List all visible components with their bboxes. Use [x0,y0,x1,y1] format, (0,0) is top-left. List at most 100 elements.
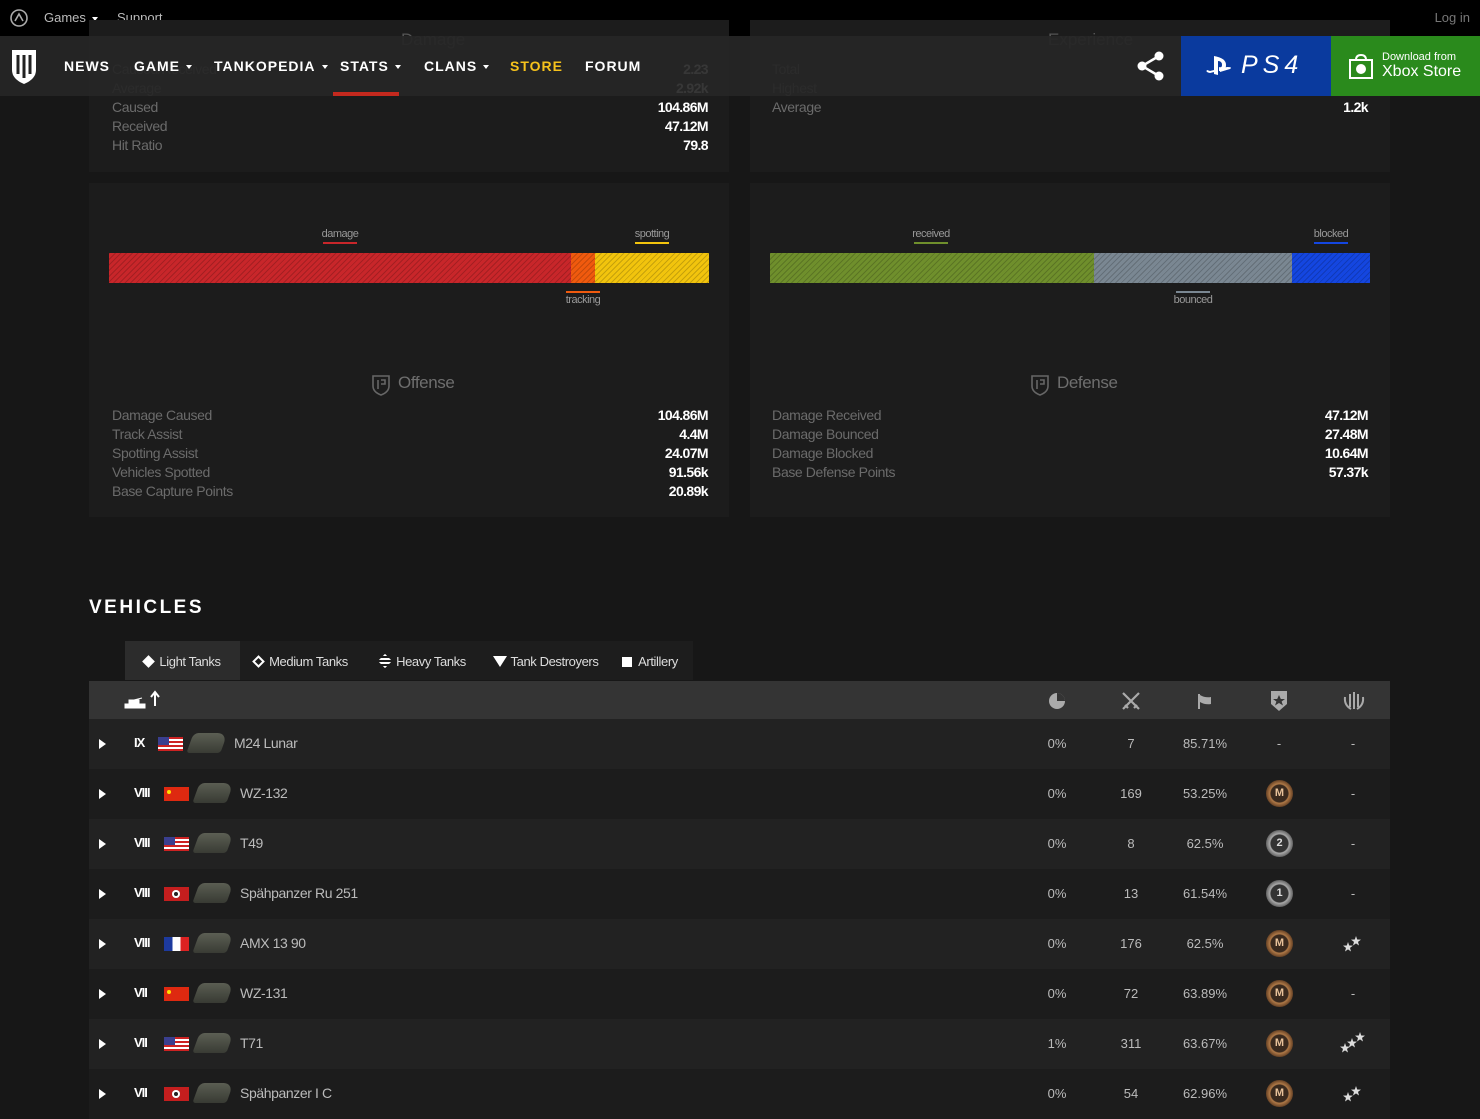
path [1200,695,1211,705]
cell: 13 [1123,886,1139,901]
cell: 176 [1120,936,1142,951]
tank-image [192,983,234,1003]
items[interactable]: TANKOPEDIA [214,58,328,74]
vehicle-row[interactable]: VII Spähpanzer I C 0% 54 62.96% M [89,1069,1390,1119]
cell: - [1350,986,1356,1001]
path [1206,56,1231,75]
tank-image [186,733,228,753]
expand-arrow[interactable] [99,839,106,849]
expand-arrow[interactable] [99,789,106,799]
tank-image [192,1083,234,1103]
stat-value: 24.07M [664,445,709,461]
vehicle-row[interactable]: IX M24 Lunar 0% 7 85.71% - - [89,719,1390,769]
tier-sort[interactable] [123,690,163,710]
login[interactable]: Log in [1434,10,1470,25]
tank-image [192,933,234,953]
stat-label: Hit Ratio [112,137,163,153]
expand-arrow[interactable] [99,989,106,999]
span [252,655,265,668]
tab[interactable]: Tank Destroyers [484,641,607,680]
marks-icon [1343,1086,1361,1102]
expand-arrow[interactable] [99,739,106,749]
expand-arrow[interactable] [99,939,106,949]
vehicle-row[interactable]: VIII Spähpanzer Ru 251 0% 13 61.54% 1 - [89,869,1390,919]
stat-value: 79.8 [683,137,708,153]
tabs: Tank Destroyers [510,654,599,669]
mastery-badge: M [1266,930,1293,957]
damage: damage [321,228,359,240]
star [1347,1038,1357,1048]
cell: 7 [1127,736,1135,751]
col-icon [1198,694,1211,709]
received-bar [770,253,1094,283]
vehicle-row[interactable]: VIII T49 0% 8 62.5% 2 - [89,819,1390,869]
vehicle-name: T49 [240,835,263,851]
tab[interactable]: Medium Tanks [240,641,362,680]
items[interactable]: CLANS [424,58,489,74]
cell: 0% [1047,1086,1067,1101]
col-icon [1271,691,1287,711]
cell: 63.89% [1182,986,1228,1001]
path [124,697,146,709]
vehicle-name: Spähpanzer Ru 251 [240,885,358,901]
circle [1356,64,1366,74]
stat-label: Track Assist [112,426,183,442]
stat-label: Base Capture Points [112,483,233,499]
vehicle-row[interactable]: VII T71 1% 311 63.67% M [89,1019,1390,1069]
expand-arrow[interactable] [99,1039,106,1049]
stat-value: 27.48M [1324,426,1369,442]
cell: 0% [1047,886,1067,901]
cell: 169 [1120,786,1142,801]
star [1355,1032,1365,1042]
nav-bar: NEWS GAME TANKOPEDIA STATS CLANS STORE F… [0,36,1480,96]
tabs: Medium Tanks [269,654,348,669]
vehicle-row[interactable]: VII WZ-131 0% 72 63.89% M - [89,969,1390,1019]
site-logo[interactable] [9,46,39,86]
span [622,657,633,667]
items[interactable]: STATS [340,58,401,74]
items[interactable]: GAME [134,58,192,74]
blocked-marker [1314,242,1348,244]
cell: 0% [1047,786,1067,801]
xbox-button[interactable]: Download from Xbox Store [1331,36,1480,96]
rect [1349,59,1373,79]
vehicle-name: WZ-131 [240,985,288,1001]
table-header [89,681,1390,719]
tab[interactable]: Artillery [607,641,693,680]
items[interactable]: NEWS [64,58,110,74]
items[interactable]: FORUM [585,58,642,74]
blocked-bar [1292,253,1370,283]
flag [164,787,189,801]
path [1031,375,1049,396]
flag [164,887,189,901]
damage-bar [109,253,571,283]
ps-icon [1206,56,1231,75]
share-icon[interactable] [1136,51,1166,81]
received-marker [914,242,948,244]
cell: 62.5% [1186,836,1224,851]
tab[interactable]: Light Tanks [125,641,240,680]
cell: - [1350,886,1356,901]
bounced-bar [1094,253,1292,283]
stat-value: 104.86M [657,99,709,115]
vehicle-row[interactable]: VIII AMX 13 90 0% 176 62.5% M [89,919,1390,969]
cell: 1% [1047,1036,1067,1051]
cell: 62.5% [1186,936,1224,951]
expand-arrow[interactable] [99,1089,106,1099]
vehicle-row[interactable]: VIII WZ-132 0% 169 53.25% M - [89,769,1390,819]
col-icon [1122,692,1140,710]
ps4: PS4 [1241,51,1304,79]
marks-icon [1340,1032,1365,1053]
span [378,653,393,669]
tier: VIII [134,935,150,950]
items[interactable]: STORE [510,58,563,74]
tab[interactable]: Heavy Tanks [362,641,484,680]
cell: - [1350,736,1356,751]
expand-arrow[interactable] [99,889,106,899]
cell: 0% [1047,736,1067,751]
store-icon [1349,54,1373,79]
path [1122,692,1140,710]
links[interactable]: Games [44,10,98,25]
path [16,55,32,78]
ps4-button[interactable]: PS4 [1181,36,1331,96]
